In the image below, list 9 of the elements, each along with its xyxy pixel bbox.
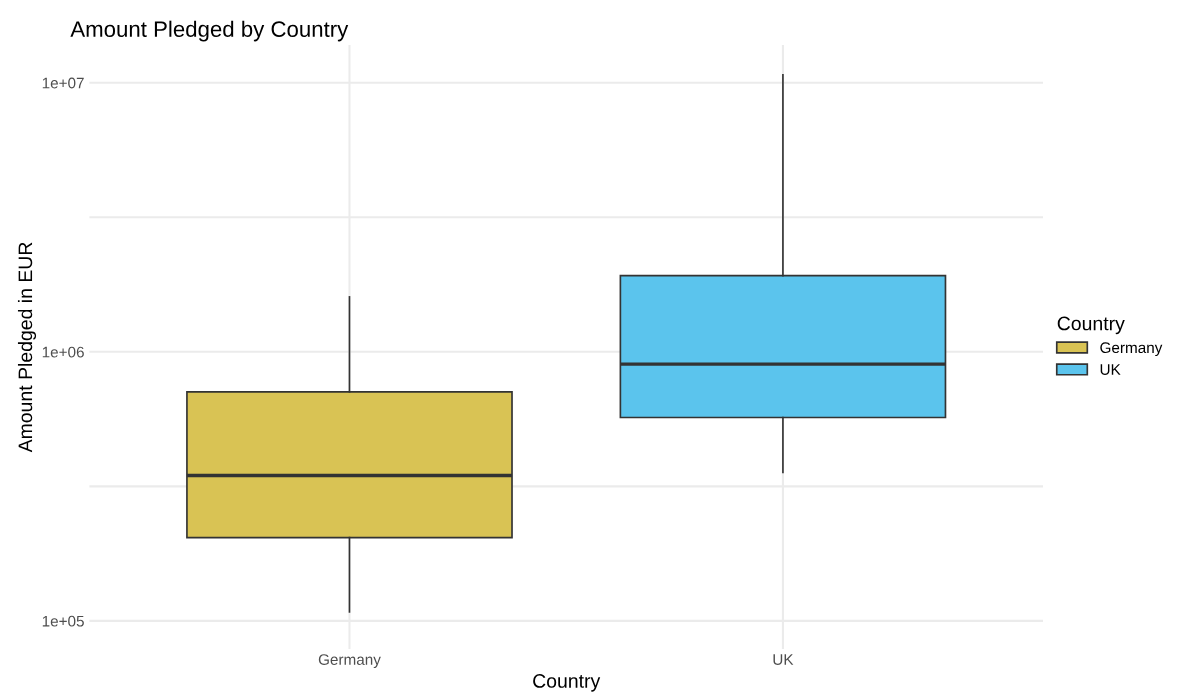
legend-title: Country <box>1057 316 1125 335</box>
legend-label: Germany <box>1100 342 1163 357</box>
chart-title: Amount Pledged by Country <box>70 20 349 42</box>
x-axis-title: Country <box>533 674 601 692</box>
y-tick-label: 1e+05 <box>42 615 84 627</box>
legend-label: UK <box>1100 364 1121 375</box>
y-tick-label: 1e+07 <box>42 77 84 89</box>
y-tick-label: 1e+06 <box>42 346 84 358</box>
y-axis-title: Amount Pledged in EUR <box>17 242 37 453</box>
